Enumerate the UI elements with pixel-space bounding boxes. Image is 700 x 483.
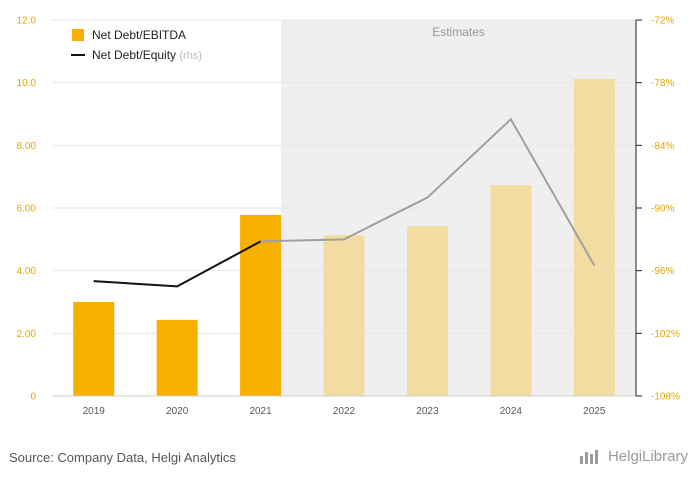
- bar-2024: [490, 185, 532, 396]
- y-left-tick-label: 8.00: [17, 141, 37, 152]
- y-left-tick-label: 2.00: [17, 329, 37, 340]
- helgi-library-logo: HelgiLibrary: [579, 448, 688, 465]
- bar-2023: [406, 226, 448, 396]
- bar-2025: [573, 78, 615, 396]
- x-tick-label: 2021: [249, 406, 272, 417]
- y-right-tick-label: -108%: [651, 392, 680, 403]
- x-tick-label: 2025: [583, 406, 606, 417]
- bar-2021: [240, 214, 282, 396]
- x-tick-label: 2020: [166, 406, 189, 417]
- y-right-tick-label: -72%: [651, 16, 674, 27]
- legend-bar-swatch: [72, 29, 84, 41]
- legend-rhs-note: (rhs): [179, 50, 202, 62]
- bar-2022: [323, 235, 365, 396]
- y-left-tick-label: 4.00: [17, 266, 37, 277]
- x-tick-label: 2019: [83, 406, 106, 417]
- chart: Estimates 0 2.00 4.00 6.00 8.00 10.0 12.0 -108%…: [17, 16, 680, 418]
- x-tick-label: 2024: [500, 406, 523, 417]
- line-net-debt-equity-actual: [93, 240, 262, 288]
- svg-text:Net Debt/Equity (rhs): Net Debt/Equity (rhs): [92, 48, 202, 62]
- y-right-tick-label: -90%: [651, 204, 674, 215]
- y-right-tick-label: -84%: [651, 141, 674, 152]
- y-left-tick-label: 6.00: [17, 204, 37, 215]
- legend-label-net-debt-equity: Net Debt/Equity: [92, 48, 176, 62]
- library-icon: [579, 449, 602, 464]
- logo-text: HelgiLibrary: [607, 448, 688, 465]
- line-net-debt-equity-estimates: [260, 117, 596, 266]
- y-left-tick-label: 0: [30, 392, 36, 403]
- x-tick-label: 2023: [416, 406, 439, 417]
- y-right-tick-label: -96%: [651, 266, 674, 277]
- bar-2019: [73, 302, 115, 396]
- legend: Net Debt/EBITDA Net Debt/Equity (rhs): [71, 28, 202, 62]
- y-left-tick-label: 10.0: [17, 78, 37, 89]
- bar-2020: [156, 319, 198, 396]
- y-right-tick-label: -78%: [651, 78, 674, 89]
- source-note: Source: Company Data, Helgi Analytics: [9, 450, 236, 465]
- x-tick-label: 2022: [333, 406, 356, 417]
- y-left-tick-label: 12.0: [17, 16, 37, 27]
- estimates-label: Estimates: [432, 25, 485, 39]
- legend-label-net-debt-ebitda: Net Debt/EBITDA: [92, 28, 186, 42]
- y-right-tick-label: -102%: [651, 329, 680, 340]
